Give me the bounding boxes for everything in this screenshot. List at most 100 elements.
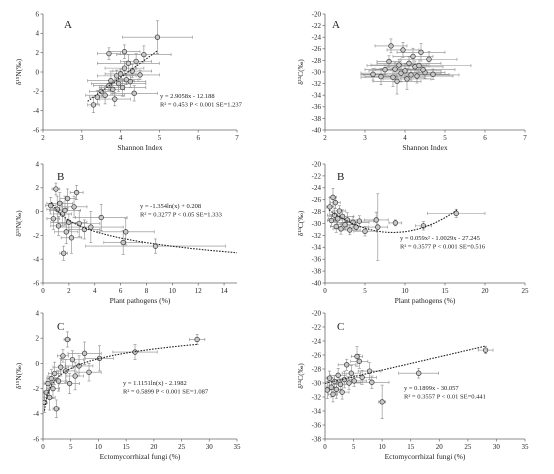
data-point [129,68,135,74]
y-tick-label: 2 [36,184,40,192]
y-tick-label: -6 [33,279,39,287]
data-point [137,72,143,78]
x-tick-label: 5 [363,287,367,295]
data-point [68,235,75,241]
x-tick-label: 12 [195,287,203,295]
regression-annotation: y = 0.059x² - 1.0029x - 27.245 [400,235,480,242]
data-point [48,375,54,382]
y-axis-label: δ¹³C(‰) [296,210,305,236]
y-tick-label: -2 [33,385,39,393]
y-tick-label: -26 [312,45,322,53]
y-tick-label: 4 [36,30,40,38]
y-tick-label: -32 [312,393,322,401]
y-tick-label: -2 [33,232,39,240]
data-point [81,350,88,356]
regression-annotation: R² = 0.3557 P < 0.01 SE=0.441 [404,394,486,401]
y-tick-label: -4 [33,107,39,115]
x-axis-label: Ectomycorrhizal fungi (%) [385,452,466,461]
x-tick-label: 25 [522,287,530,295]
y-tick-label: -22 [312,22,322,30]
x-tick-label: 25 [178,443,186,451]
y-tick-label: -20 [312,160,322,168]
y-tick-label: -38 [312,435,322,443]
x-tick-label: 4 [119,134,123,142]
y-tick-label: -36 [312,103,322,111]
y-tick-label: -24 [312,337,322,345]
x-tick-label: 5 [69,443,73,451]
y-axis-label: δ¹³C(‰) [296,59,305,85]
y-tick-label: -20 [312,309,322,317]
plot-area [360,38,472,95]
data-point [339,389,345,395]
y-tick-label: 6 [36,10,40,18]
data-point [356,358,362,364]
data-point [58,364,64,370]
y-tick-label: 2 [36,335,40,343]
x-tick-label: 4 [403,134,407,142]
x-tick-label: 35 [522,443,530,451]
x-tick-label: 15 [442,287,450,295]
data-point [54,206,60,212]
x-tick-label: 15 [407,443,415,451]
x-tick-label: 5 [443,134,447,142]
data-point [330,194,336,200]
data-point [326,375,333,381]
data-point [386,58,392,65]
data-point [333,223,339,230]
y-tick-label: 4 [36,309,40,317]
regression-annotation: y = 1.1151ln(x) - 2.1982 [123,380,187,387]
x-tick-label: 0 [323,287,327,295]
y-tick-label: -6 [33,435,39,443]
y-tick-label: -38 [312,115,322,123]
x-tick-label: 6 [196,134,200,142]
x-tick-label: 25 [464,443,472,451]
y-tick-label: -36 [312,256,322,264]
trend-line [43,343,199,411]
y-tick-label: 0 [36,68,40,76]
regression-annotation: R² = 0.3577 P < 0.001 SE=0.516 [400,244,486,251]
data-point [420,67,426,73]
data-point [106,50,112,57]
panel-letter: A [64,19,72,31]
x-tick-label: 0 [323,443,327,451]
panel-letter: B [337,171,344,183]
data-point [348,370,354,376]
x-tick-label: 8 [145,287,149,295]
y-tick-label: -24 [312,34,322,42]
regression-annotation: y = -1.354ln(x) + 0.208 [140,203,201,210]
y-tick-label: 2 [36,49,40,57]
data-point [327,204,333,210]
data-point [60,353,66,359]
y-tick-label: -28 [312,365,322,373]
trend-line [50,201,238,254]
plot-area [45,182,238,261]
y-tick-label: -28 [312,208,322,216]
plot-area [325,345,494,420]
x-tick-label: 2 [323,134,327,142]
y-tick-label: -36 [312,421,322,429]
data-point [61,250,67,256]
regression-annotation: R² = 0.3277 P < 0.05 SE=1.333 [140,212,222,219]
x-axis-label: Plant pathogens (%) [395,296,456,305]
data-point [404,76,410,82]
y-axis-label: δ¹³C(‰) [296,363,305,389]
data-point [420,223,427,229]
x-axis-label: Plant pathogens (%) [110,296,171,305]
y-tick-label: 0 [36,208,40,216]
y-tick-label: -26 [312,351,322,359]
data-point [55,378,62,384]
data-point [55,223,62,229]
data-point [63,229,69,235]
x-tick-label: 10 [379,443,387,451]
data-point [133,58,139,65]
y-tick-label: -24 [312,184,322,192]
plot-area [43,331,206,418]
data-point [346,380,352,386]
x-tick-label: 3 [80,134,84,142]
data-point [333,386,340,392]
y-tick-label: -4 [33,256,39,264]
data-point [430,71,436,77]
x-tick-label: 7 [523,134,527,142]
data-point [369,379,375,385]
